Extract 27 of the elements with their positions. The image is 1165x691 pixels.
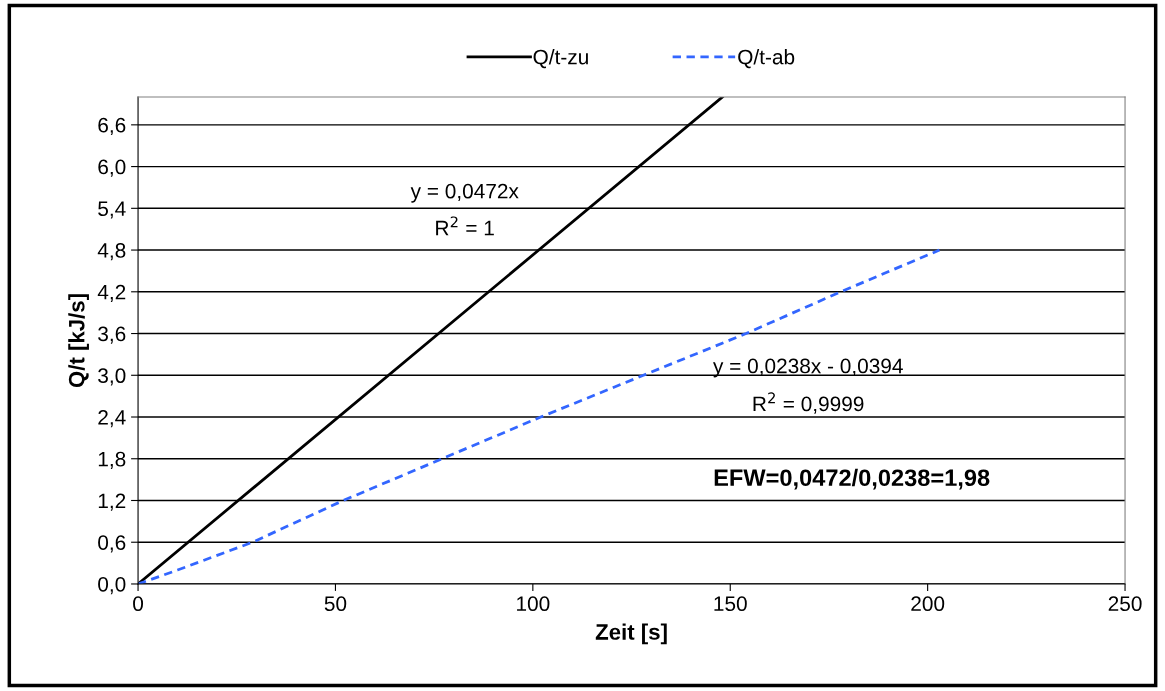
x-tick-label: 250 xyxy=(1108,596,1142,612)
y-axis-title: Q/t [kJ/s] xyxy=(68,294,89,388)
x-axis-title: Zeit [s] xyxy=(595,623,667,645)
y-tick-label: 3,0 xyxy=(98,368,126,386)
y-tick-label: 6,0 xyxy=(98,159,126,177)
annotation: R$^{2}$ = 1 xyxy=(436,216,494,236)
legend-label: Q/t-zu xyxy=(533,49,588,69)
x-tick-label: 150 xyxy=(714,596,747,612)
y-tick-label: 5,4 xyxy=(98,201,126,219)
y-tick-label: 0,0 xyxy=(98,576,126,595)
y-tick-label: 2,4 xyxy=(98,410,126,428)
annotation: y = 0,0472x xyxy=(410,183,519,203)
y-tick-label: 0,6 xyxy=(98,535,126,553)
x-tick-label: 100 xyxy=(517,596,550,612)
y-tick-label: 4,2 xyxy=(97,284,126,303)
x-tick-label: 200 xyxy=(911,596,945,612)
x-tick-label: 0 xyxy=(133,596,144,612)
y-tick-label: 1,2 xyxy=(98,493,126,511)
annotation: R$^{2}$ = 0,9999 xyxy=(753,392,864,414)
y-tick-label: 6,6 xyxy=(98,117,126,136)
annotation: EFW=0,0472/0,0238=1,98 xyxy=(714,468,990,490)
y-tick-label: 1,8 xyxy=(98,451,126,469)
y-tick-label: 4,8 xyxy=(97,243,126,261)
y-tick-label: 3,6 xyxy=(98,326,126,344)
x-tick-label: 50 xyxy=(324,596,347,612)
annotation: y = 0,0238x - 0,0394 xyxy=(713,358,903,378)
legend-label: Q/t-ab xyxy=(738,49,795,69)
